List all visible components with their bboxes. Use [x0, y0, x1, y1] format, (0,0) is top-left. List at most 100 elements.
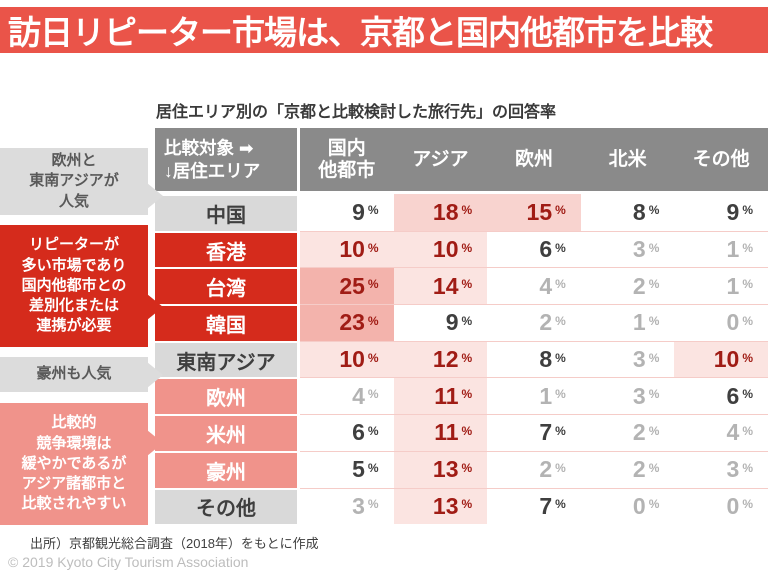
value-cell: 8% — [487, 340, 581, 378]
row-label: 豪州 — [155, 450, 300, 488]
value-number: 7 — [539, 419, 553, 446]
value-unit: % — [648, 387, 660, 402]
value-unit: % — [367, 387, 379, 402]
row-label: 香港 — [155, 230, 300, 268]
row-label: 台湾 — [155, 267, 300, 305]
value-number: 1 — [726, 236, 740, 263]
value-number: 13 — [432, 456, 459, 483]
value-number: 10 — [339, 346, 365, 373]
value-number: 2 — [539, 456, 553, 483]
value-unit: % — [742, 497, 753, 512]
column-header: アジア — [393, 128, 488, 194]
value-number: 14 — [432, 272, 459, 299]
annotation-arrow-right-icon — [147, 361, 163, 388]
value-cell: 2% — [487, 304, 581, 341]
value-cell: 6% — [487, 230, 581, 268]
value-unit: % — [648, 350, 660, 365]
value-cell: 13% — [393, 487, 488, 525]
value-number: 3 — [352, 492, 365, 519]
value-number: 1 — [726, 272, 740, 299]
value-number: 2 — [539, 309, 553, 336]
value-unit: % — [461, 497, 473, 512]
value-cell: 4% — [300, 377, 394, 415]
value-cell: 0% — [674, 304, 768, 341]
value-unit: % — [461, 423, 473, 438]
value-unit: % — [461, 313, 473, 328]
value-number: 5 — [352, 456, 365, 483]
value-number: 13 — [432, 492, 459, 519]
value-unit: % — [367, 203, 379, 218]
value-cell: 9% — [300, 194, 394, 231]
column-header: 欧州 — [487, 128, 581, 194]
value-cell: 1% — [674, 267, 768, 305]
annotation-text: 比較的 競争環境は 緩やかであるが アジア諸都市と 比較されやすい — [21, 414, 127, 513]
value-cell: 3% — [580, 340, 675, 378]
annotation-text: 豪州も人気 — [36, 365, 112, 383]
value-cell: 12% — [393, 340, 488, 378]
value-cell: 6% — [674, 377, 768, 415]
value-unit: % — [742, 350, 753, 365]
value-number: 10 — [339, 236, 365, 263]
value-cell: 10% — [300, 230, 394, 268]
corner-line-2: ↓居住エリア — [164, 160, 261, 181]
corner-line-1: 比較対象 ➡ — [164, 137, 254, 158]
value-number: 1 — [632, 309, 646, 336]
value-unit: % — [555, 240, 566, 255]
comparison-table: 比較対象 ➡ ↓居住エリア 国内 他都市 アジア 欧州 北米 その他 中国 9% 18% 15%… — [155, 128, 768, 525]
value-cell: 10% — [674, 340, 768, 378]
value-unit: % — [367, 277, 379, 292]
value-unit: % — [461, 277, 473, 292]
value-unit: % — [367, 313, 379, 328]
value-number: 9 — [445, 309, 459, 336]
value-unit: % — [648, 313, 660, 328]
value-unit: % — [367, 350, 379, 365]
table-title: 居住エリア別の「京都と比較検討した旅行先」の回答率 — [156, 104, 557, 121]
value-unit: % — [742, 240, 753, 255]
value-number: 6 — [539, 236, 553, 263]
value-number: 9 — [352, 198, 365, 225]
value-number: 23 — [339, 309, 365, 336]
value-cell: 10% — [300, 340, 394, 378]
row-label: その他 — [155, 487, 300, 525]
value-unit: % — [648, 203, 660, 218]
value-unit: % — [742, 203, 753, 218]
value-cell: 4% — [674, 414, 768, 451]
value-number: 4 — [352, 382, 365, 409]
value-cell: 1% — [674, 230, 768, 268]
value-cell: 2% — [580, 450, 675, 488]
value-cell: 4% — [487, 267, 581, 305]
value-unit: % — [555, 497, 566, 512]
value-number: 8 — [539, 346, 553, 373]
row-label: 韓国 — [155, 304, 300, 341]
value-unit: % — [742, 313, 753, 328]
value-cell: 3% — [300, 487, 394, 525]
value-cell: 14% — [393, 267, 488, 305]
annotation-text: リピーターが 多い市場であり 国内他都市との 差別化または 連携が必要 — [21, 236, 127, 335]
value-cell: 13% — [393, 450, 488, 488]
value-number: 18 — [432, 198, 459, 225]
value-number: 6 — [726, 382, 740, 409]
value-number: 9 — [726, 198, 740, 225]
value-cell: 7% — [487, 414, 581, 451]
value-unit: % — [461, 387, 473, 402]
value-cell: 9% — [393, 304, 488, 341]
row-label: 欧州 — [155, 377, 300, 415]
value-unit: % — [461, 350, 473, 365]
annotation-box: リピーターが 多い市場であり 国内他都市との 差別化または 連携が必要 — [0, 225, 163, 347]
value-unit: % — [555, 423, 566, 438]
value-number: 0 — [726, 309, 740, 336]
value-unit: % — [555, 277, 566, 292]
column-header: 北米 — [580, 128, 675, 194]
value-cell: 6% — [300, 414, 394, 451]
value-cell: 2% — [487, 450, 581, 488]
value-unit: % — [461, 240, 473, 255]
value-cell: 11% — [393, 414, 488, 451]
value-number: 4 — [539, 272, 553, 299]
value-cell: 25% — [300, 267, 394, 305]
row-label: 米州 — [155, 414, 300, 451]
value-number: 0 — [632, 492, 646, 519]
title-bar: 訪日リピーター市場は、京都と国内他都市を比較 — [0, 7, 768, 53]
value-unit: % — [742, 423, 753, 438]
value-number: 8 — [632, 198, 646, 225]
value-number: 2 — [632, 419, 646, 446]
